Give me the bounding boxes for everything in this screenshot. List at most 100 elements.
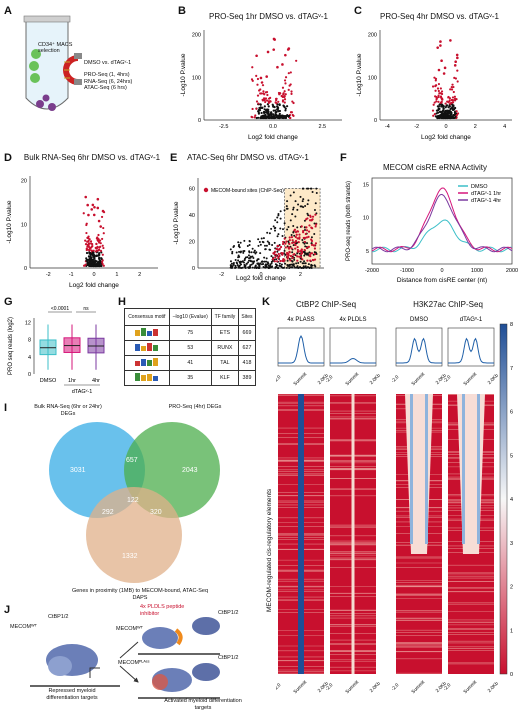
- data-point: [449, 116, 452, 120]
- x-tick-label: 1000: [471, 268, 483, 274]
- data-point: [257, 112, 261, 115]
- data-point: [276, 250, 279, 253]
- heatmap-signal: [477, 394, 480, 544]
- data-point: [284, 109, 287, 112]
- data-point: [238, 266, 241, 269]
- data-point: [294, 215, 297, 218]
- data-point: [284, 253, 287, 256]
- x-axis-label: Log2 fold change: [248, 134, 298, 141]
- data-point: [259, 262, 262, 265]
- profile-line: [278, 334, 324, 364]
- data-point: [98, 264, 101, 267]
- panel-label-c: C: [354, 5, 362, 17]
- data-point: [310, 239, 314, 243]
- data-point: [285, 115, 288, 118]
- data-point: [289, 116, 292, 120]
- data-point: [295, 262, 298, 265]
- data-point: [440, 90, 444, 93]
- schematic-a: [23, 15, 82, 111]
- data-point: [453, 113, 457, 116]
- data-point: [304, 265, 307, 268]
- data-point: [289, 219, 292, 222]
- data-point: [290, 247, 293, 250]
- x-tick-label: 0: [259, 272, 262, 278]
- data-point: [255, 107, 258, 110]
- data-point: [264, 100, 267, 104]
- data-point: [276, 216, 279, 219]
- data-point: [303, 242, 306, 245]
- data-point: [308, 254, 311, 257]
- data-point: [437, 89, 440, 93]
- data-point: [432, 103, 435, 106]
- data-point: [298, 233, 301, 236]
- data-point: [255, 100, 259, 103]
- data-point: [277, 106, 280, 110]
- data-point: [314, 265, 317, 268]
- data-point: [315, 252, 318, 255]
- data-point: [448, 114, 451, 117]
- data-point: [284, 53, 287, 57]
- data-point: [256, 94, 260, 97]
- data-point: [276, 108, 279, 112]
- data-point: [441, 105, 444, 108]
- x-tick-label: 2.5: [318, 124, 326, 130]
- volcano-b: 0 100 200 -2.5 0.0 2.5 Log2 fold change -Log10 …: [180, 30, 342, 141]
- data-point: [91, 262, 94, 265]
- x-tick-label: -2.0: [442, 682, 452, 692]
- data-point: [440, 59, 443, 62]
- data-point: [283, 249, 286, 252]
- data-point: [276, 65, 279, 69]
- column-label: dTAGᵛ-1: [460, 317, 483, 323]
- data-point: [249, 256, 252, 259]
- mechanism-schematic: [30, 617, 220, 699]
- data-point: [231, 250, 234, 253]
- data-point: [294, 247, 297, 250]
- data-point: [439, 110, 442, 113]
- data-point: [282, 258, 285, 261]
- data-point: [278, 264, 281, 267]
- data-point: [296, 255, 299, 258]
- data-point: [90, 208, 94, 211]
- heatmap-signal: [351, 394, 355, 674]
- pvalue-label: ns: [83, 306, 89, 312]
- data-point: [448, 109, 451, 112]
- data-point: [313, 247, 317, 250]
- data-point: [265, 75, 269, 78]
- volcano-d: 0 10 20 -2 -1 0 1 2 Log2 fold change -Log10 P.val…: [6, 176, 158, 289]
- data-point: [449, 102, 452, 105]
- colorbar-tick: 3: [510, 541, 513, 547]
- data-point: [102, 264, 105, 267]
- data-point: [94, 246, 97, 249]
- data-point: [285, 207, 288, 210]
- data-point: [238, 246, 241, 249]
- data-point: [274, 219, 277, 222]
- data-point: [272, 225, 275, 228]
- data-point: [230, 262, 233, 265]
- data-point: [100, 215, 104, 219]
- data-point: [286, 48, 290, 51]
- venn-count-ac: 292: [102, 509, 114, 516]
- x-tick-label: -2: [46, 272, 51, 278]
- data-point: [265, 260, 268, 263]
- data-point: [432, 114, 435, 117]
- data-point: [89, 253, 92, 256]
- data-point: [256, 258, 259, 261]
- data-point: [275, 102, 278, 105]
- x-tick-label: Summit: [344, 371, 360, 387]
- table-row: 75 ETS 669: [124, 325, 257, 341]
- data-point: [101, 244, 104, 247]
- data-point: [271, 116, 275, 119]
- data-point: [450, 88, 454, 91]
- data-point: [434, 89, 437, 92]
- data-point: [267, 262, 270, 265]
- data-point: [305, 229, 309, 232]
- data-point: [293, 258, 296, 261]
- data-point: [286, 259, 289, 262]
- x-tick-label: Summit: [344, 679, 360, 695]
- data-point: [239, 260, 242, 263]
- data-point: [296, 259, 299, 262]
- x-tick-label: 2: [474, 124, 477, 130]
- data-point: [435, 98, 438, 101]
- y-axis-label: -Log10 P.value: [6, 200, 13, 243]
- data-point: [95, 254, 98, 258]
